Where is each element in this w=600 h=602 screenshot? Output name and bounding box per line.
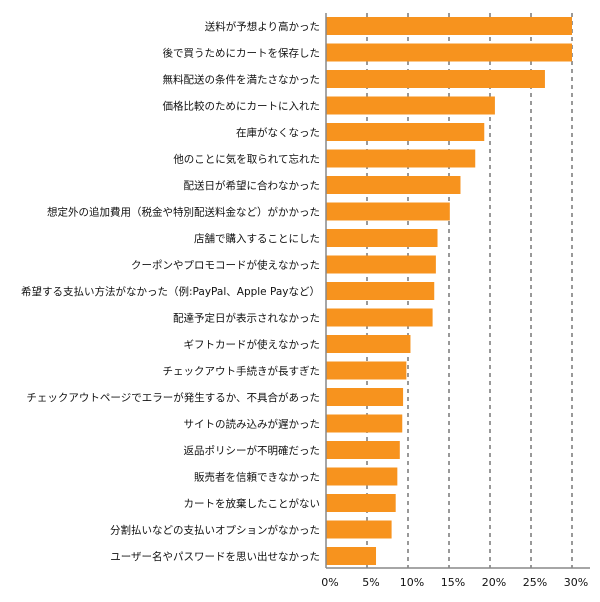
x-tick-label: 10% [400,576,424,589]
bar [326,282,435,300]
bar [326,96,495,115]
category-label: ギフトカードが使えなかった [184,338,321,351]
bar [326,17,572,35]
bar [326,70,545,88]
category-label: 配達予定日が表示されなかった [173,312,320,325]
bar [326,43,572,62]
category-label: サイトの読み込みが遅かった [184,418,321,431]
bar [326,149,476,168]
bar [326,494,396,512]
bar [326,414,403,433]
bar [326,229,438,247]
bar [326,547,377,565]
category-label: 価格比較のためにカートに入れた [163,100,321,113]
category-label: 分割払いなどの支払いオプションがなかった [110,524,320,537]
category-label: 無料配送の条件を満たさなかった [163,73,321,86]
bar [326,308,433,327]
category-label: 在庫がなくなった [236,126,320,139]
bar [326,123,485,141]
bar [326,255,436,274]
category-label: ユーザー名やパスワードを思い出せなかった [110,550,320,563]
x-tick-label: 5% [362,576,379,589]
x-tick-label: 20% [482,576,506,589]
bar [326,441,400,459]
x-tick-label: 25% [523,576,547,589]
category-label: 店舗で購入することにした [194,232,320,245]
category-label: チェックアウト手続きが長すぎた [163,365,321,378]
category-label: 送料が予想より高かった [205,20,320,33]
category-label: 後で買うためにカートを保存した [163,47,321,60]
bar [326,361,407,380]
bar [326,467,398,486]
bar [326,520,392,539]
category-label: クーポンやプロモコードが使えなかった [131,259,320,272]
category-label: 希望する支払い方法がなかった（例:PayPal、Apple Payなど） [21,285,320,298]
x-tick-label: 30% [564,576,588,589]
category-label: 想定外の追加費用（税金や特別配送料金など）がかかった [47,206,320,219]
category-label: 返品ポリシーが不明確だった [184,444,321,457]
category-label: 配送日が希望に合わなかった [184,179,321,192]
bar [326,388,404,406]
category-label: 販売者を信頼できなかった [194,471,320,484]
category-label: カートを放棄したことがない [184,497,321,510]
bar [326,176,461,194]
bar [326,335,411,353]
category-label: 他のことに気を取られて忘れた [173,153,320,166]
bar [326,202,450,221]
x-tick-label: 0% [321,576,338,589]
category-label: チェックアウトページでエラーが発生するか、不具合があった [26,391,320,404]
x-tick-label: 15% [441,576,465,589]
